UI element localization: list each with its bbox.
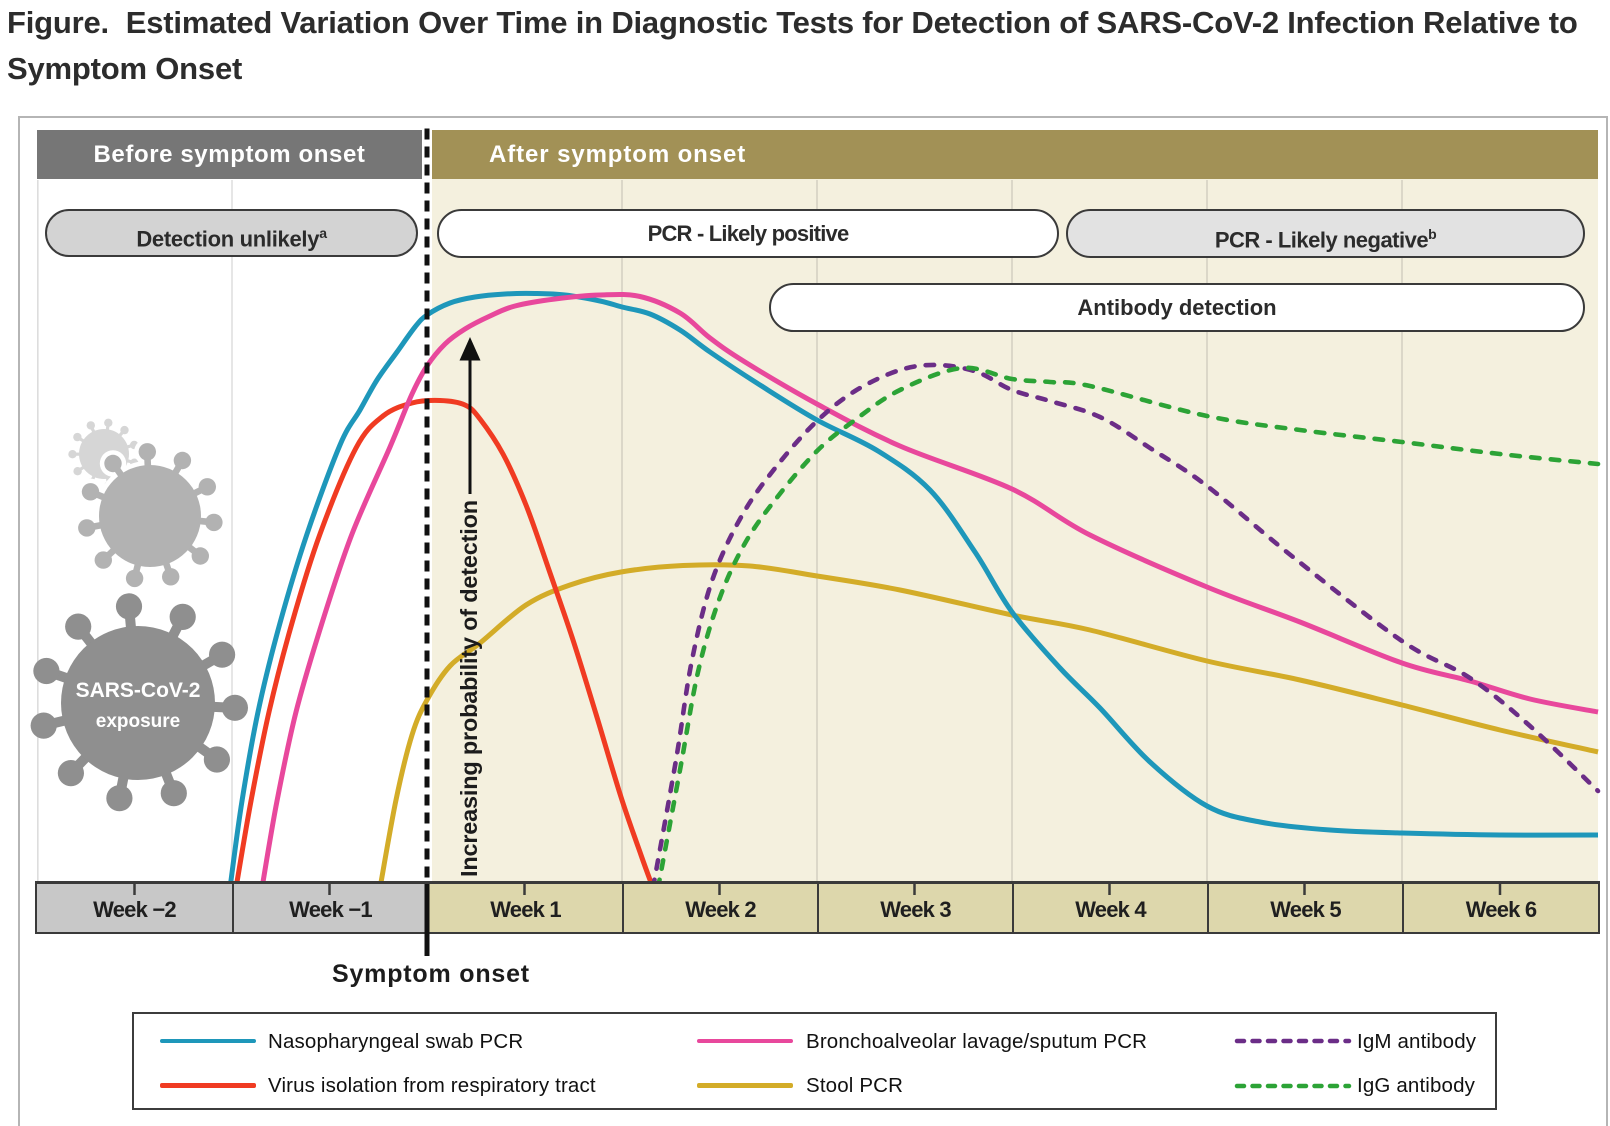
svg-text:Increasing probability of dete: Increasing probability of detection bbox=[456, 500, 482, 877]
svg-text:exposure: exposure bbox=[96, 711, 180, 732]
svg-text:SARS-CoV-2: SARS-CoV-2 bbox=[76, 679, 201, 702]
